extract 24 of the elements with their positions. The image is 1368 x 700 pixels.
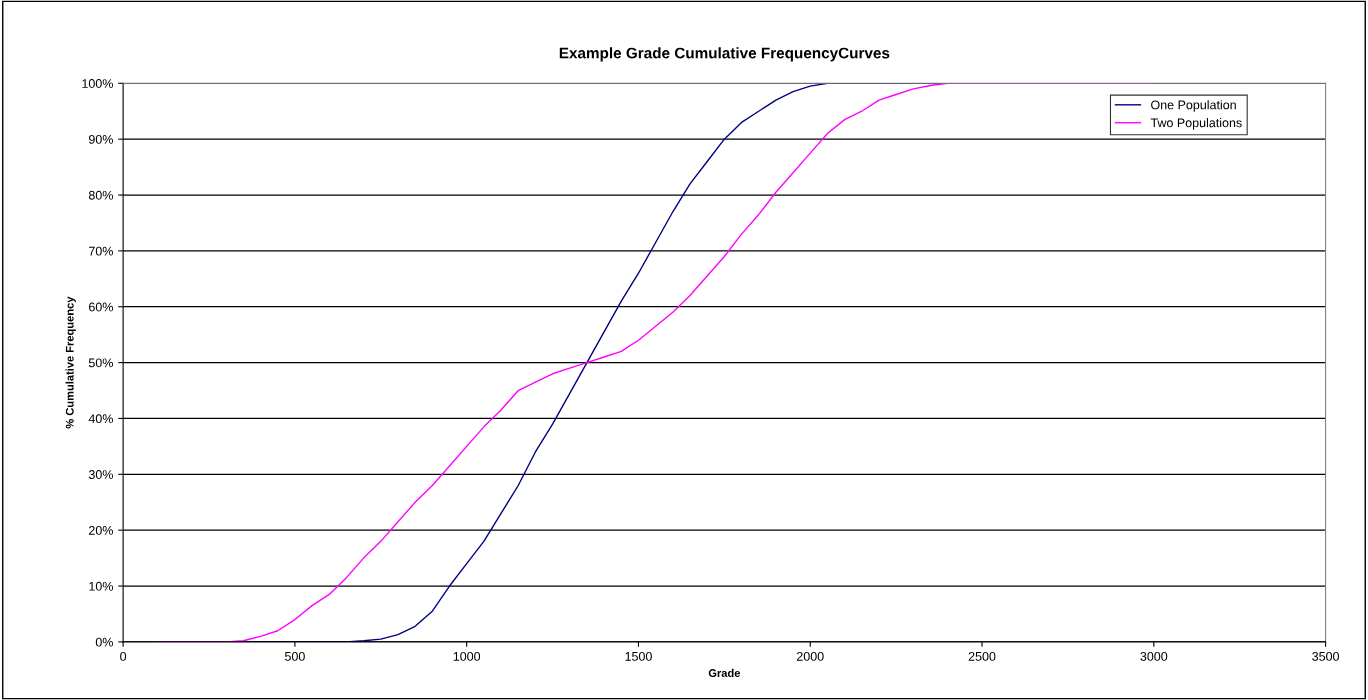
y-tick-label: 80%: [88, 190, 113, 200]
legend-label: One Population: [1151, 100, 1236, 112]
y-tick-label: 90%: [88, 134, 113, 144]
x-tick-label: 1500: [625, 651, 652, 661]
x-tick-label: 3000: [1140, 651, 1168, 661]
y-tick-label: 30%: [88, 470, 113, 479]
x-axis-title: Grade: [708, 668, 741, 677]
x-tick-label: 1000: [453, 651, 481, 661]
legend-label: Two Populations: [1150, 118, 1242, 130]
x-tick-label: 500: [284, 651, 305, 661]
chart-title: Example Grade Cumulative FrequencyCurves: [559, 47, 890, 62]
y-tick-label: 40%: [88, 414, 113, 424]
y-tick-label: 0%: [95, 637, 113, 647]
x-tick-label: 2500: [968, 651, 996, 661]
y-tick-label: 100%: [82, 79, 113, 88]
y-tick-label: 50%: [88, 358, 113, 368]
x-tick-label: 0: [120, 651, 127, 661]
y-tick-label: 70%: [89, 246, 113, 256]
y-axis-title: % Cumulative Frequency: [65, 296, 76, 429]
y-tick-label: 20%: [89, 525, 113, 535]
y-tick-label: 10%: [89, 581, 113, 591]
x-tick-label: 2000: [796, 651, 824, 661]
y-tick-label: 60%: [89, 302, 113, 312]
x-tick-label: 3500: [1312, 651, 1340, 661]
